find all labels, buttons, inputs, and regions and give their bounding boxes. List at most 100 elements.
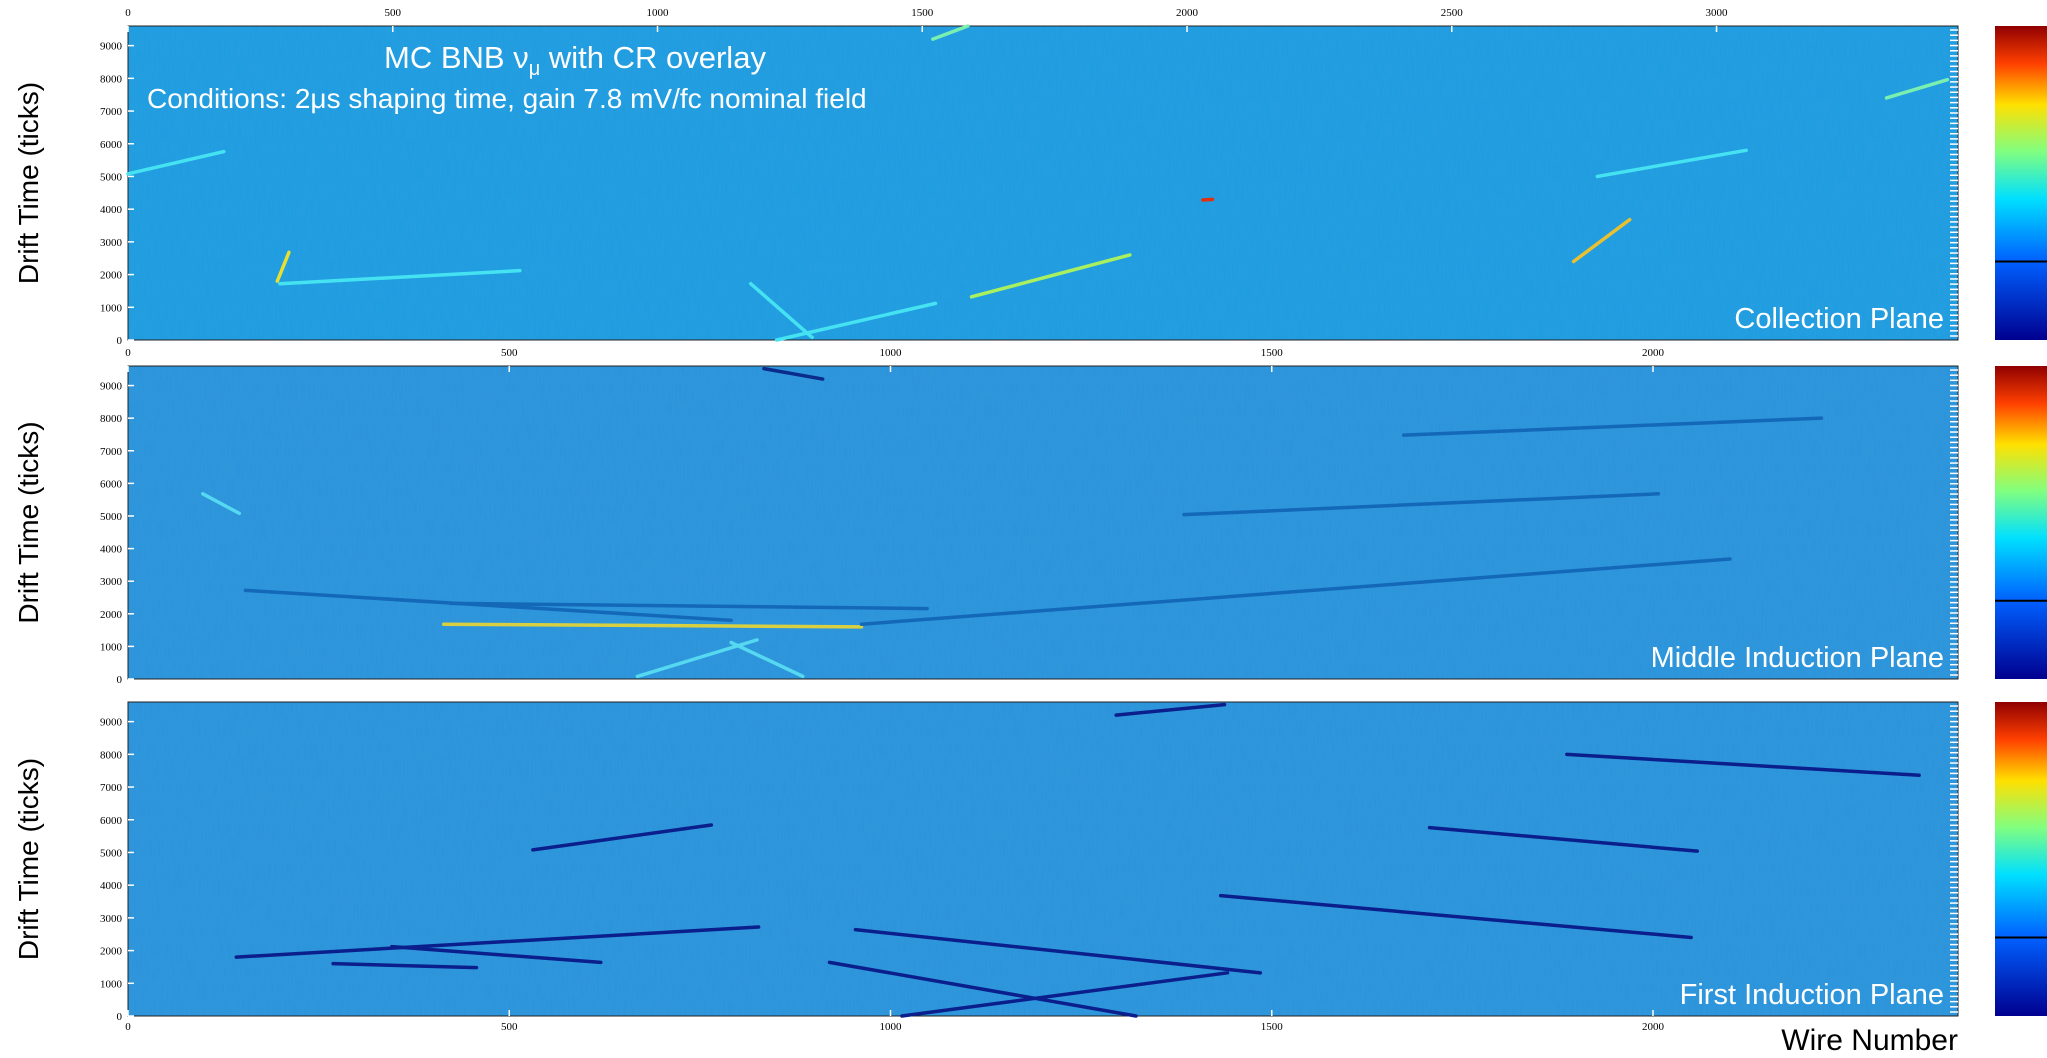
y-tick-label: 1000 xyxy=(100,978,123,990)
y-axis-label: Drift Time (ticks) xyxy=(13,82,44,284)
y-tick-label: 7000 xyxy=(100,106,123,118)
colorbar xyxy=(1995,366,2047,679)
y-tick-label: 4000 xyxy=(100,204,123,216)
plot-noise xyxy=(128,26,1958,340)
y-tick-label: 9000 xyxy=(100,381,123,393)
plot-frame xyxy=(127,365,1959,680)
y-tick-label: 0 xyxy=(117,674,123,686)
track xyxy=(853,927,1263,975)
track xyxy=(126,149,226,176)
x-tick-label: 0 xyxy=(125,7,131,19)
y-tick-label: 7000 xyxy=(100,782,123,794)
track xyxy=(1401,416,1824,437)
track xyxy=(1884,77,1950,100)
y-tick-label: 5000 xyxy=(100,171,123,183)
colorbar xyxy=(1995,26,2047,340)
x-axis-label: Wire Number xyxy=(1781,1024,1958,1057)
plot-frame xyxy=(127,25,1959,341)
track xyxy=(859,557,1732,626)
x-tick-label: 2000 xyxy=(1642,347,1665,359)
panel-label: First Induction Plane xyxy=(1680,979,1944,1011)
title-main: MC BNB ν xyxy=(384,40,529,75)
x-tick-label: 1500 xyxy=(1261,1021,1284,1033)
y-tick-label: 4000 xyxy=(100,544,123,556)
track xyxy=(931,24,970,41)
panel-label: Collection Plane xyxy=(1734,303,1944,335)
chart-title: MC BNB νμ with CR overlay xyxy=(384,40,766,80)
track xyxy=(331,961,479,970)
y-tick-label: 7000 xyxy=(100,446,123,458)
track xyxy=(531,823,714,852)
x-tick-label: 1000 xyxy=(647,7,670,19)
y-tick-label: 5000 xyxy=(100,511,123,523)
x-tick-label: 0 xyxy=(125,347,131,359)
track xyxy=(1565,752,1921,778)
track xyxy=(1571,217,1632,264)
y-tick-label: 6000 xyxy=(100,139,123,151)
x-tick-label: 1500 xyxy=(1261,347,1284,359)
y-tick-label: 9000 xyxy=(100,717,123,729)
y-tick-label: 0 xyxy=(117,1011,123,1023)
track xyxy=(827,960,1138,1018)
y-tick-label: 3000 xyxy=(100,576,123,588)
y-tick-label: 6000 xyxy=(100,478,123,490)
track xyxy=(275,250,291,283)
x-tick-label: 2500 xyxy=(1441,7,1464,19)
y-tick-label: 1000 xyxy=(100,641,123,653)
y-tick-label: 0 xyxy=(117,335,123,347)
y-tick-label: 8000 xyxy=(100,413,123,425)
title-subscript: μ xyxy=(529,58,541,80)
x-tick-label: 0 xyxy=(125,1021,131,1033)
y-tick-label: 2000 xyxy=(100,270,123,282)
title-rest: with CR overlay xyxy=(540,40,766,75)
track xyxy=(1218,893,1693,940)
y-tick-label: 1000 xyxy=(100,302,123,314)
y-tick-label: 2000 xyxy=(100,946,123,958)
y-tick-label: 9000 xyxy=(100,41,123,53)
y-axis-label: Drift Time (ticks) xyxy=(13,758,44,960)
chart-subtitle: Conditions: 2μs shaping time, gain 7.8 m… xyxy=(147,83,867,114)
track xyxy=(278,268,522,286)
y-tick-label: 4000 xyxy=(100,880,123,892)
track xyxy=(1595,148,1748,179)
x-tick-label: 1000 xyxy=(880,1021,903,1033)
track xyxy=(748,281,814,340)
plot-noise xyxy=(128,366,1958,679)
x-tick-label: 1000 xyxy=(880,347,903,359)
track xyxy=(200,492,242,516)
track xyxy=(900,971,1230,1018)
colorbar xyxy=(1995,702,2047,1016)
x-tick-label: 2000 xyxy=(1642,1021,1665,1033)
x-tick-label: 500 xyxy=(501,1021,518,1033)
y-tick-label: 6000 xyxy=(100,815,123,827)
y-axis-label: Drift Time (ticks) xyxy=(13,421,44,623)
panel-label: Middle Induction Plane xyxy=(1651,642,1944,674)
y-tick-label: 3000 xyxy=(100,913,123,925)
track xyxy=(448,601,929,611)
track xyxy=(1182,492,1661,517)
x-tick-label: 1500 xyxy=(911,7,934,19)
y-tick-label: 2000 xyxy=(100,609,123,621)
track xyxy=(1201,197,1215,202)
x-tick-label: 2000 xyxy=(1176,7,1199,19)
y-tick-label: 3000 xyxy=(100,237,123,249)
track xyxy=(441,622,864,629)
track xyxy=(969,253,1132,299)
y-tick-label: 5000 xyxy=(100,847,123,859)
plot-frame xyxy=(127,701,1959,1017)
x-tick-label: 500 xyxy=(385,7,402,19)
track xyxy=(774,301,938,342)
plot-noise xyxy=(128,702,1958,1016)
track xyxy=(390,944,603,965)
track xyxy=(729,640,805,679)
x-tick-label: 3000 xyxy=(1706,7,1729,19)
track xyxy=(234,925,761,959)
x-tick-label: 500 xyxy=(501,347,518,359)
track xyxy=(762,366,825,381)
y-tick-label: 8000 xyxy=(100,73,123,85)
track xyxy=(243,588,733,623)
track xyxy=(1427,825,1699,853)
track xyxy=(1114,702,1227,717)
